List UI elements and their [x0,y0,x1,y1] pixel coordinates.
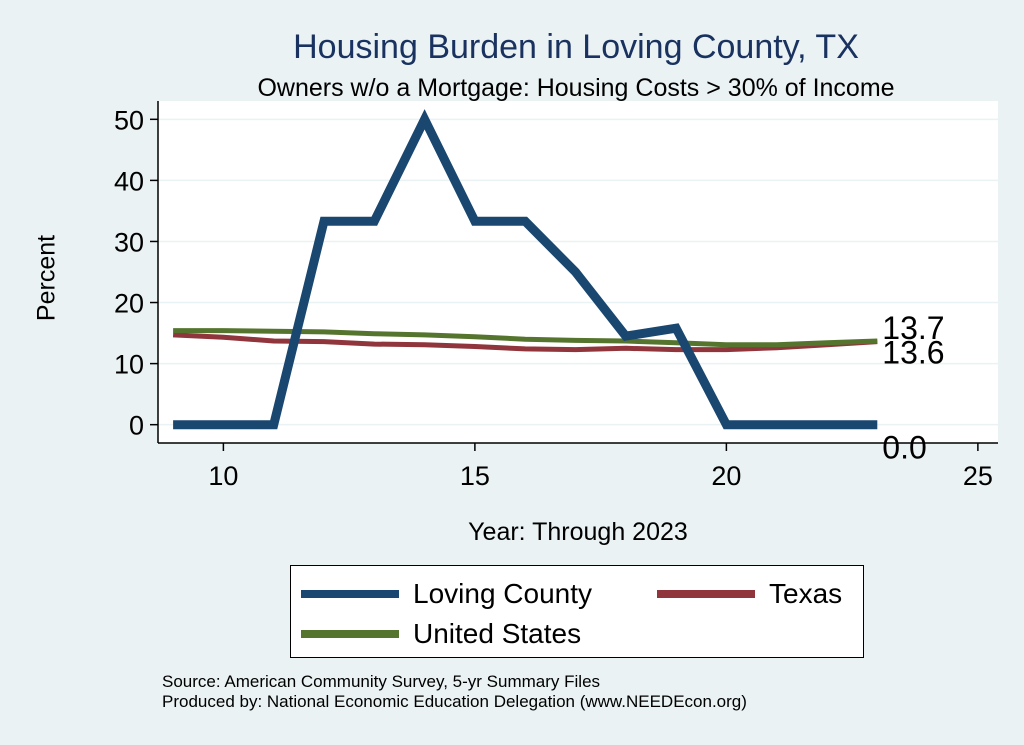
y-tick-label: 40 [114,166,144,196]
chart-subtitle: Owners w/o a Mortgage: Housing Costs > 3… [257,74,895,102]
legend: Loving County Texas United States [290,565,864,658]
source-note: Source: American Community Survey, 5-yr … [162,672,747,712]
y-tick-label: 30 [114,227,144,257]
y-tick-label: 10 [114,350,144,380]
x-tick-label: 25 [963,461,993,491]
end-value-label: 0.0 [882,430,926,466]
series-line-united-states [173,328,878,348]
series-line-loving-county [173,109,878,430]
chart-title: Housing Burden in Loving County, TX [293,28,859,66]
legend-label-loving-county: Loving County [413,578,593,609]
legend-item-united-states: United States [301,618,581,650]
legend-swatch-texas [657,590,755,598]
x-tick-label: 10 [208,461,238,491]
legend-label-texas: Texas [769,578,843,609]
y-tick-label: 20 [114,289,144,319]
legend-swatch-loving-county [301,590,399,598]
producer-line: Produced by: National Economic Education… [162,692,747,711]
legend-label-united-states: United States [413,618,582,649]
x-tick-label: 20 [711,461,741,491]
source-line: Source: American Community Survey, 5-yr … [162,672,601,691]
x-tick-label: 15 [460,461,490,491]
y-tick-label: 50 [114,105,144,135]
legend-item-texas: Texas [657,578,842,610]
end-value-label: 13.7 [882,310,944,346]
y-tick-label: 0 [129,411,144,441]
legend-item-loving-county: Loving County [301,578,592,610]
end-value-label: 13.6 [882,335,944,371]
x-axis-label: Year: Through 2023 [468,518,688,546]
legend-swatch-united-states [301,630,399,638]
